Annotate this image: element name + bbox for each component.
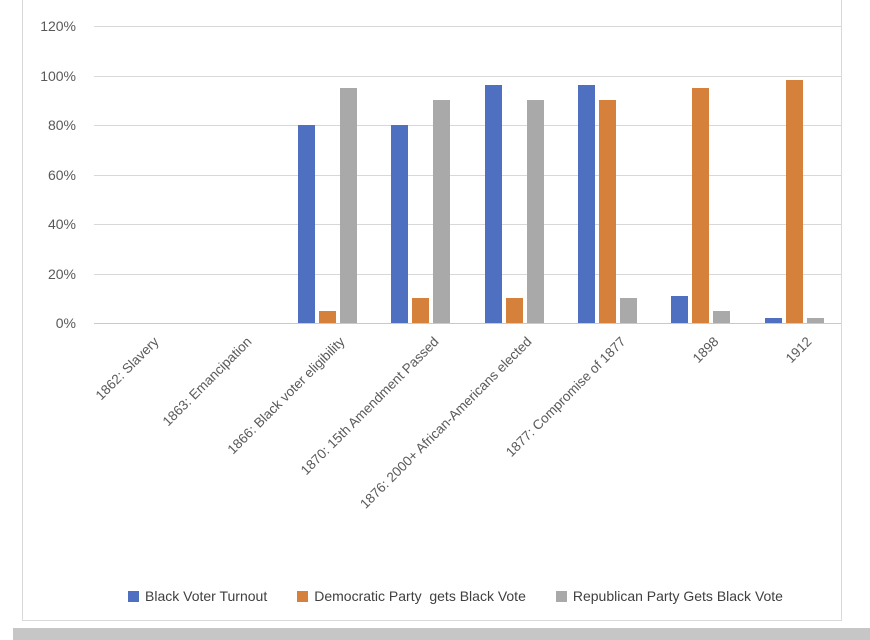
x-axis-category-label: 1862: Slavery [92, 334, 162, 403]
bar-series2-cat4 [412, 298, 429, 323]
bar-series1-cat3 [298, 125, 315, 323]
y-axis-tick-label: 100% [40, 67, 76, 84]
gridline-0 [94, 323, 841, 324]
chart-frame: 120% 100% 80% 60% 40% 20% 0% 1862: Slavery 1863… [22, 0, 842, 621]
bar-series2-cat5 [506, 298, 523, 323]
gridline-120 [94, 26, 841, 27]
gridline-100 [94, 75, 841, 77]
legend-item-1: Black Voter Turnout [128, 588, 267, 604]
bar-series2-cat8 [786, 80, 803, 323]
bottom-shadow-strip [13, 628, 870, 640]
gridline-80 [94, 125, 841, 126]
bar-series2-cat3 [319, 311, 336, 323]
x-axis-category-label: 1912 [782, 334, 815, 366]
legend-label: Black Voter Turnout [145, 588, 268, 604]
x-axis-category-label: 1866: Black voter eligibility [224, 334, 348, 458]
legend-item-3: Republican Party Gets Black Vote [555, 588, 783, 604]
bar-series3-cat5 [527, 100, 544, 323]
bar-series2-cat7 [692, 88, 709, 323]
y-axis-tick-label: 40% [47, 216, 76, 232]
x-axis-category-label: 1898 [689, 334, 722, 366]
legend-label: Democratic Party gets Black Vote [314, 588, 526, 604]
y-axis-tick-label: 80% [47, 117, 76, 133]
bar-series3-cat3 [340, 88, 357, 323]
x-axis-category-label: 1863: Emancipation [159, 334, 255, 429]
x-axis-category-label: 1870: 15th Amendment Passed [297, 334, 442, 478]
y-axis-tick-label: 0% [55, 315, 76, 331]
gridline-20 [94, 273, 841, 275]
y-axis-tick-label: 20% [47, 265, 76, 282]
bar-series1-cat4 [391, 125, 408, 323]
x-axis-category-label: 1877: Compromise of 1877 [502, 334, 629, 460]
legend-swatch-icon [128, 590, 140, 602]
bar-series3-cat8 [807, 318, 824, 323]
bar-series3-cat6 [620, 298, 637, 323]
x-axis-category-label: 1876: 2000+ African-Americans elected [357, 334, 535, 512]
legend-item-2: Democratic Party gets Black Vote [297, 588, 526, 604]
bar-series1-cat6 [578, 85, 595, 323]
legend-label: Republican Party Gets Black Vote [572, 588, 783, 604]
gridline-60 [94, 174, 841, 176]
y-axis-tick-label: 120% [40, 18, 76, 34]
bar-series1-cat8 [765, 318, 782, 323]
gridline-40 [94, 224, 841, 225]
bar-series1-cat7 [671, 296, 688, 323]
legend-swatch-icon [297, 590, 309, 602]
y-axis-tick-label: 60% [47, 166, 76, 183]
bar-series3-cat7 [713, 311, 730, 323]
legend: Black Voter Turnout Democratic Party gets… [45, 588, 866, 604]
bar-series1-cat5 [485, 85, 502, 323]
legend-swatch-icon [555, 590, 567, 602]
bar-series2-cat6 [599, 100, 616, 323]
bar-series3-cat4 [433, 100, 450, 323]
